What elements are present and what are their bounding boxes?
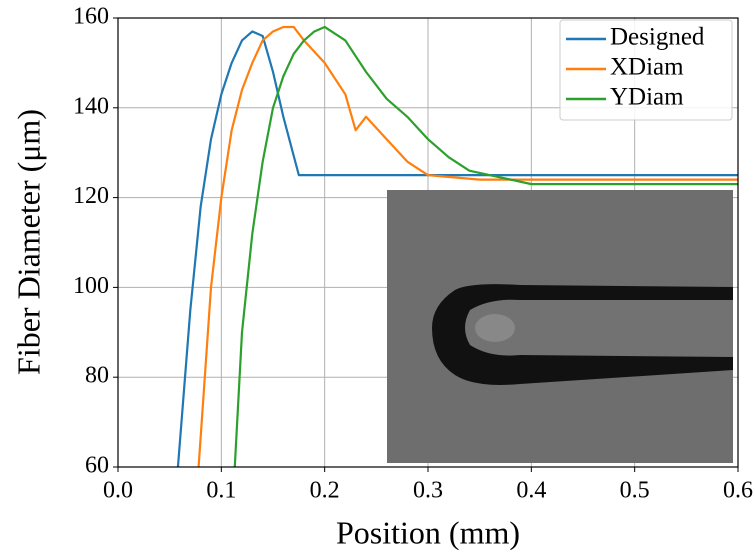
legend: Designed XDiam YDiam	[559, 19, 733, 121]
x-tick-label: 0.5	[620, 478, 650, 504]
series-line	[233, 25, 738, 467]
inset-image	[387, 190, 733, 463]
series-line	[176, 30, 738, 467]
legend-label: XDiam	[610, 54, 684, 81]
lines	[176, 25, 738, 467]
y-tick-label: 60	[85, 453, 109, 479]
y-tick-label: 160	[73, 4, 109, 30]
y-axis-label: Fiber Diameter (μm)	[10, 109, 46, 375]
x-tick-label: 0.1	[206, 478, 236, 504]
y-tick-label: 80	[85, 363, 109, 389]
x-tick-label: 0.3	[413, 478, 443, 504]
legend-label: YDiam	[610, 84, 684, 111]
fiber-tip	[475, 314, 515, 342]
series-line	[197, 25, 738, 467]
fiber-core	[465, 299, 733, 357]
legend-box	[559, 19, 733, 121]
x-tick-label: 0.4	[516, 478, 546, 504]
x-tick-label: 0.2	[310, 478, 340, 504]
y-tick-label: 100	[73, 273, 109, 299]
x-tick-label: 0.0	[103, 478, 133, 504]
x-tick-label: 0.6	[723, 478, 753, 504]
ticks: 0.0 0.1 0.2 0.3 0.4 0.5 0.6 60 80 100 120 140 160	[73, 4, 753, 504]
y-tick-label: 140	[73, 93, 109, 119]
y-tick-label: 120	[73, 183, 109, 209]
x-axis-label: Position (mm)	[336, 514, 520, 550]
legend-label: Designed	[610, 24, 705, 51]
